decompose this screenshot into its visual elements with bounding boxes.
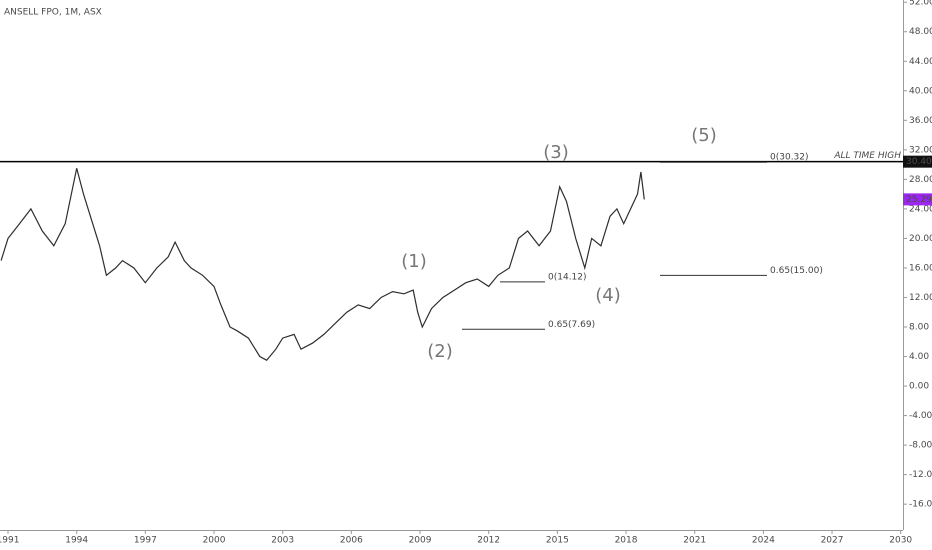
y-tick-label: 4.00 xyxy=(909,352,929,362)
y-tick-label: 44.00 xyxy=(909,57,932,67)
y-tick-label: 28.00 xyxy=(909,175,932,185)
x-tick-label: 2024 xyxy=(752,536,775,546)
x-tick-label: 2018 xyxy=(615,536,638,546)
y-tick-label: 32.00 xyxy=(909,145,932,155)
y-tick-label: 12.00 xyxy=(909,293,932,303)
last-price-box xyxy=(903,193,932,206)
wave-label: (5) xyxy=(691,125,717,146)
y-tick-label: -8.00 xyxy=(909,441,932,451)
wave-label: (4) xyxy=(595,285,621,306)
fib-label: 0(30.32) xyxy=(770,153,809,163)
x-tick-label: 1997 xyxy=(134,536,157,546)
y-tick-label: 8.00 xyxy=(909,323,929,333)
y-tick-label: 20.00 xyxy=(909,234,932,244)
x-tick-label: 2021 xyxy=(683,536,706,546)
x-tick-label: 2027 xyxy=(821,536,844,546)
wave-label: (3) xyxy=(543,142,569,163)
x-tick-label: 2003 xyxy=(271,536,294,546)
x-tick-label: 2030 xyxy=(889,536,912,546)
y-tick-label: -4.00 xyxy=(909,411,932,421)
y-tick-label: 36.00 xyxy=(909,116,932,126)
y-tick-label: 0.00 xyxy=(909,382,929,392)
wave-label: (2) xyxy=(427,341,453,362)
y-tick-label: 16.00 xyxy=(909,263,932,273)
x-tick-label: 2006 xyxy=(340,536,363,546)
y-tick-label: 40.00 xyxy=(909,86,932,96)
y-tick-label: 52.00 xyxy=(909,0,932,8)
ath-price-label: 30.40 xyxy=(906,157,932,167)
y-tick-label: -16.00 xyxy=(909,500,932,510)
x-tick-label: 2009 xyxy=(409,536,432,546)
chart-title: ANSELL FPO, 1M, ASX xyxy=(4,8,102,18)
y-tick-label: 48.00 xyxy=(909,27,932,37)
fib-label: 0.65(15.00) xyxy=(770,266,823,276)
x-tick-label: 1991 xyxy=(0,536,19,546)
last-price-label: 25.29 xyxy=(906,195,932,205)
wave-label: (1) xyxy=(401,251,427,272)
y-tick-label: 24.00 xyxy=(909,204,932,214)
price-line xyxy=(0,168,645,361)
x-tick-label: 1994 xyxy=(65,536,88,546)
ath-price-box xyxy=(903,155,932,168)
fib-label: 0(14.12) xyxy=(548,272,587,282)
x-tick-label: 2015 xyxy=(546,536,569,546)
ath-text: ALL TIME HIGH xyxy=(833,151,901,161)
y-tick-label: -12.00 xyxy=(909,470,932,480)
x-tick-label: 2000 xyxy=(203,536,226,546)
fib-label: 0.65(7.69) xyxy=(548,320,595,330)
x-tick-label: 2012 xyxy=(477,536,500,546)
